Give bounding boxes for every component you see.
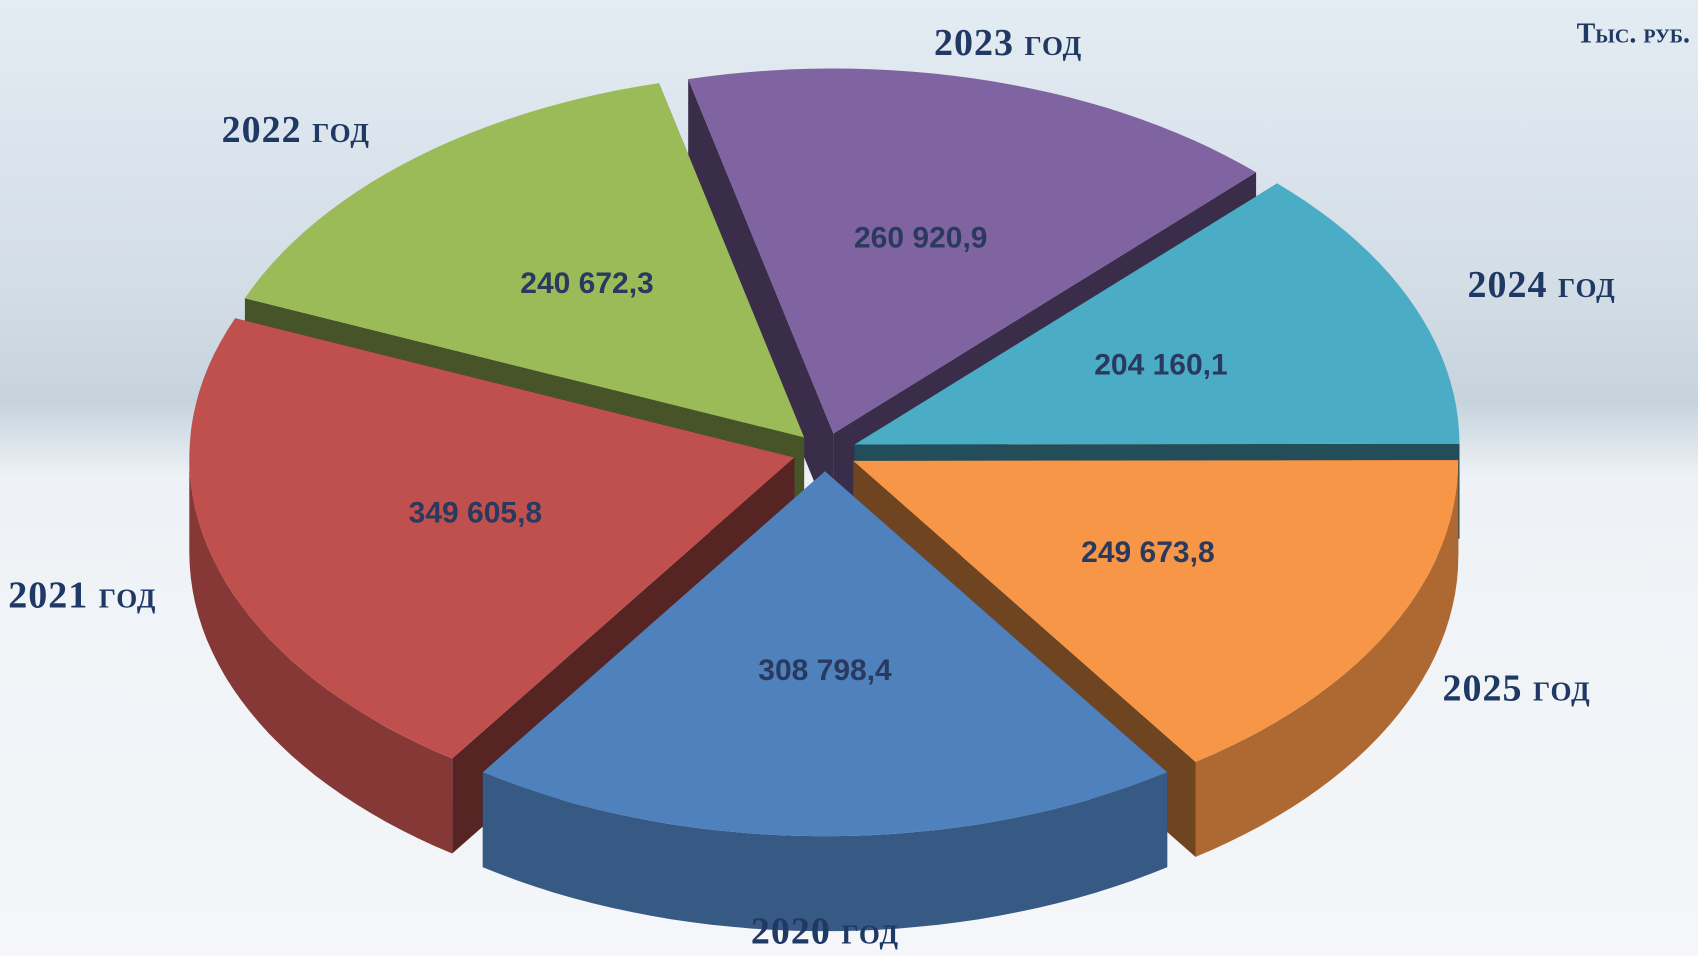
value-label: 249 673,8 [1081,536,1214,569]
value-label: 240 672,3 [520,267,653,300]
category-label: 2022 год [222,109,370,151]
value-label: 260 920,9 [854,222,987,255]
category-label: 2024 год [1467,264,1615,306]
category-label: 2021 год [8,575,156,617]
category-label: 2025 год [1443,668,1591,710]
unit-label: Тыс. руб. [1577,18,1690,49]
category-label: 2023 год [934,22,1082,64]
value-label: 308 798,4 [758,654,892,687]
category-label: 2020 год [751,911,899,953]
value-label: 204 160,1 [1094,348,1227,381]
chart: Тыс. руб. 308 798,4 2020 год 349 605,8 2021… [0,0,1698,956]
value-label: 349 605,8 [409,497,542,530]
page: Тыс. руб. 308 798,4 2020 год 349 605,8 2021… [0,0,1698,956]
